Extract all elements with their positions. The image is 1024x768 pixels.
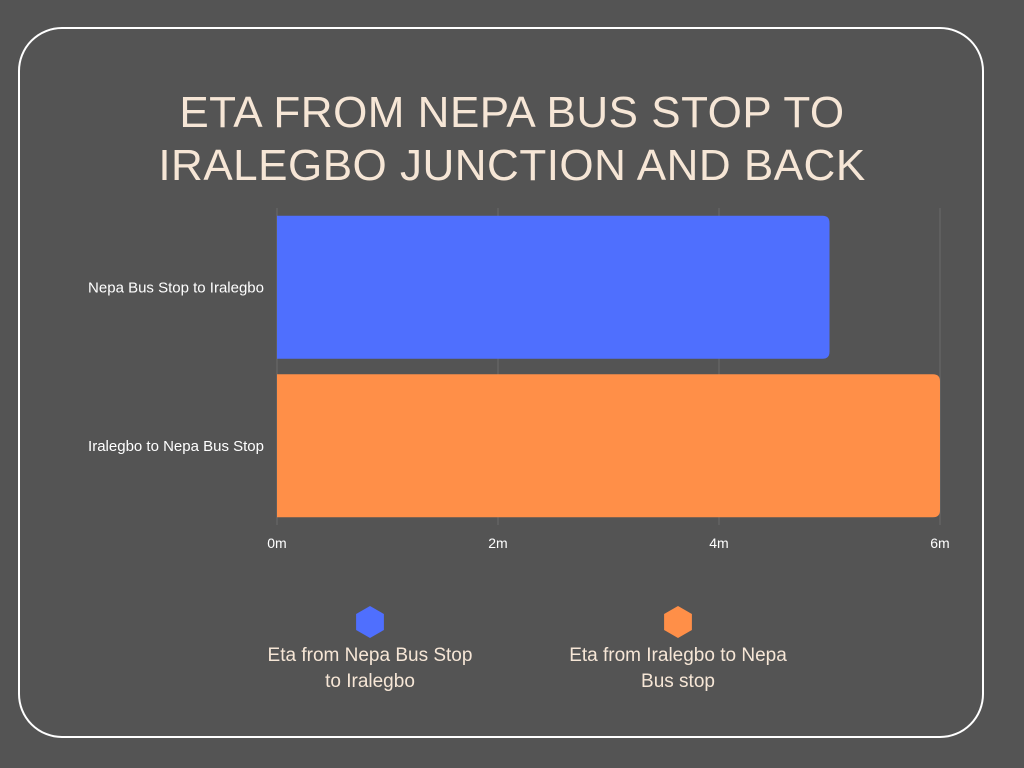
legend-label-2-line-2: Bus stop — [641, 671, 715, 692]
x-tick-label-3: 6m — [930, 535, 949, 551]
chart-frame — [18, 27, 984, 738]
x-tick-label-0: 0m — [267, 535, 286, 551]
chart-title: ETA FROM NEPA BUS STOP TO IRALEGBO JUNCT… — [100, 86, 924, 192]
category-label-2: Iralegbo to Nepa Bus Stop — [88, 438, 264, 455]
legend-label-1-line-1: Eta from Nepa Bus Stop — [268, 645, 473, 666]
chart-title-line-1: ETA FROM NEPA BUS STOP TO — [179, 88, 845, 137]
category-label-1: Nepa Bus Stop to Iralegbo — [88, 279, 264, 296]
legend-label-2-line-1: Eta from Iralegbo to Nepa — [569, 645, 787, 666]
legend-label-1-line-2: to Iralegbo — [325, 671, 415, 692]
legend-hexagon-1 — [356, 606, 384, 638]
chart-title-line-2: IRALEGBO JUNCTION AND BACK — [158, 141, 866, 190]
bar-2 — [277, 374, 940, 518]
x-tick-label-2: 4m — [709, 535, 728, 551]
x-tick-label-1: 2m — [488, 535, 507, 551]
bar-1 — [277, 215, 830, 359]
legend-hexagon-2 — [664, 606, 692, 638]
